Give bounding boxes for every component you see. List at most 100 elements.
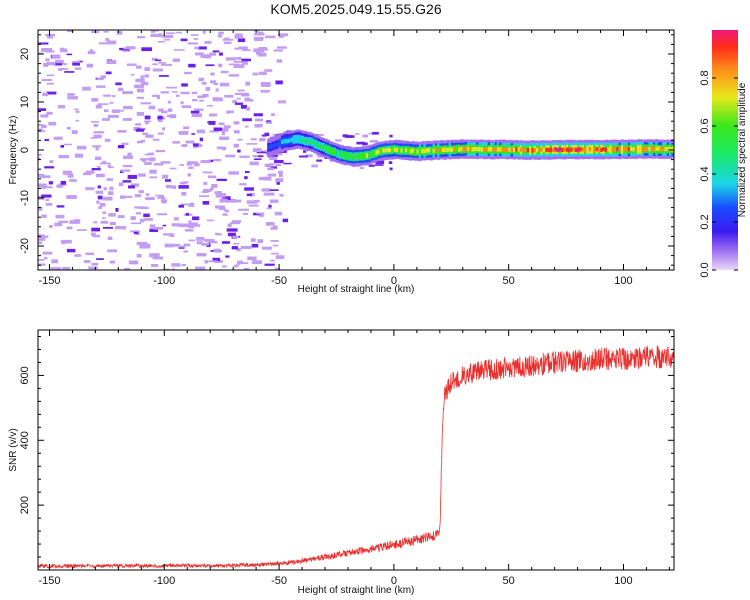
noise-blob [67, 173, 74, 178]
noise-blob [117, 87, 124, 92]
noise-blob [86, 63, 94, 68]
noise-blob [206, 219, 214, 222]
noise-blob [38, 259, 45, 261]
noise-blob [141, 47, 153, 52]
noise-blob [267, 173, 276, 177]
noise-blob [254, 158, 262, 161]
signal-cell [414, 148, 418, 154]
noise-blob [233, 143, 239, 148]
signal-cell [377, 149, 381, 154]
spectrogram-y-axis-label: Frequency (Hz) [8, 116, 19, 185]
noise-blob [138, 190, 144, 194]
noise-blob [72, 62, 80, 66]
noise-blob [223, 41, 232, 45]
x-tick-label: -50 [271, 275, 287, 287]
signal-cell [524, 148, 528, 153]
noise-blob [234, 92, 243, 95]
noise-blob [140, 158, 151, 161]
noise-blob [185, 212, 189, 216]
noise-blob [180, 91, 190, 95]
noise-blob [38, 153, 42, 156]
y-tick-label: 400 [19, 431, 31, 449]
noise-blob [38, 236, 46, 241]
signal-cell [448, 147, 452, 152]
noise-blob [136, 96, 145, 99]
noise-blob [268, 204, 272, 208]
noise-blob [362, 134, 368, 138]
noise-blob [40, 114, 49, 118]
colorbar-tick-label: 0.2 [699, 214, 711, 229]
noise-blob [231, 220, 242, 223]
noise-blob [93, 221, 98, 224]
noise-blob [163, 233, 173, 236]
signal-cell [473, 146, 477, 152]
signal-cell [487, 147, 491, 152]
noise-blob [136, 111, 144, 116]
noise-blob [93, 131, 105, 134]
noise-blob [139, 218, 145, 223]
noise-blob [226, 110, 234, 114]
noise-blob [93, 124, 99, 127]
noise-blob [130, 230, 140, 233]
noise-blob [135, 129, 144, 132]
noise-blob [82, 86, 91, 91]
noise-blob [256, 151, 267, 154]
noise-blob [171, 243, 181, 247]
noise-blob [145, 134, 154, 138]
noise-blob [152, 256, 164, 260]
noise-blob [215, 205, 225, 209]
noise-blob [40, 186, 47, 189]
signal-cell [354, 154, 358, 160]
noise-blob [273, 49, 284, 52]
noise-blob [178, 185, 189, 189]
noise-blob [56, 205, 65, 208]
noise-blob [278, 170, 283, 174]
noise-blob [149, 176, 157, 179]
noise-blob [103, 187, 107, 191]
noise-blob [47, 34, 54, 39]
noise-blob [203, 181, 208, 185]
noise-blob [102, 211, 107, 214]
noise-blob [161, 127, 166, 131]
noise-blob [214, 248, 221, 253]
noise-blob [107, 164, 112, 168]
noise-blob [97, 195, 103, 200]
noise-blob [67, 126, 71, 130]
noise-blob [222, 38, 234, 41]
noise-blob [92, 145, 102, 148]
noise-blob [241, 262, 249, 265]
noise-blob [58, 155, 69, 159]
noise-blob [60, 239, 72, 244]
signal-cell [343, 152, 346, 158]
signal-cell [409, 149, 413, 154]
noise-blob [205, 86, 211, 91]
noise-blob [190, 34, 199, 36]
signal-cell [347, 153, 351, 159]
signal-cell [398, 147, 402, 152]
noise-blob [67, 93, 75, 96]
signal-cell [299, 137, 303, 142]
noise-blob [50, 267, 62, 270]
noise-blob [95, 173, 105, 178]
noise-blob [178, 204, 184, 208]
noise-blob [241, 92, 250, 97]
signal-cell [517, 147, 521, 152]
noise-blob [172, 58, 180, 62]
snr-panel: -150 -100 -50 0 50 100 200 400 600 Height of st… [8, 329, 675, 596]
signal-cell [600, 147, 604, 152]
noise-blob [268, 163, 275, 166]
noise-blob [251, 238, 256, 242]
noise-blob [139, 244, 151, 249]
signal-cell [492, 147, 496, 152]
noise-blob [195, 266, 206, 270]
signal-cell [382, 148, 386, 153]
noise-blob [234, 35, 243, 39]
noise-blob [264, 163, 271, 167]
noise-blob [242, 61, 248, 65]
noise-blob [45, 33, 55, 37]
noise-blob [130, 216, 136, 220]
noise-blob [257, 52, 267, 57]
noise-blob [249, 161, 259, 166]
signal-cell [423, 148, 427, 154]
noise-blob [143, 213, 150, 218]
